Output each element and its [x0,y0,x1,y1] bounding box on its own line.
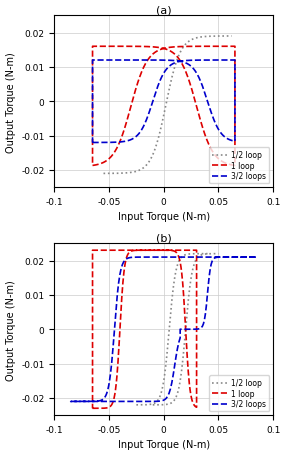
Y-axis label: Output Torque (N-m): Output Torque (N-m) [5,279,15,380]
Y-axis label: Output Torque (N-m): Output Torque (N-m) [5,52,15,152]
Legend: 1/2 loop, 1 loop, 3/2 loops: 1/2 loop, 1 loop, 3/2 loops [209,148,269,184]
Title: (b): (b) [156,233,172,243]
Legend: 1/2 loop, 1 loop, 3/2 loops: 1/2 loop, 1 loop, 3/2 loops [209,375,269,411]
X-axis label: Input Torque (N-m): Input Torque (N-m) [118,212,210,222]
X-axis label: Input Torque (N-m): Input Torque (N-m) [118,440,210,450]
Title: (a): (a) [156,5,172,15]
